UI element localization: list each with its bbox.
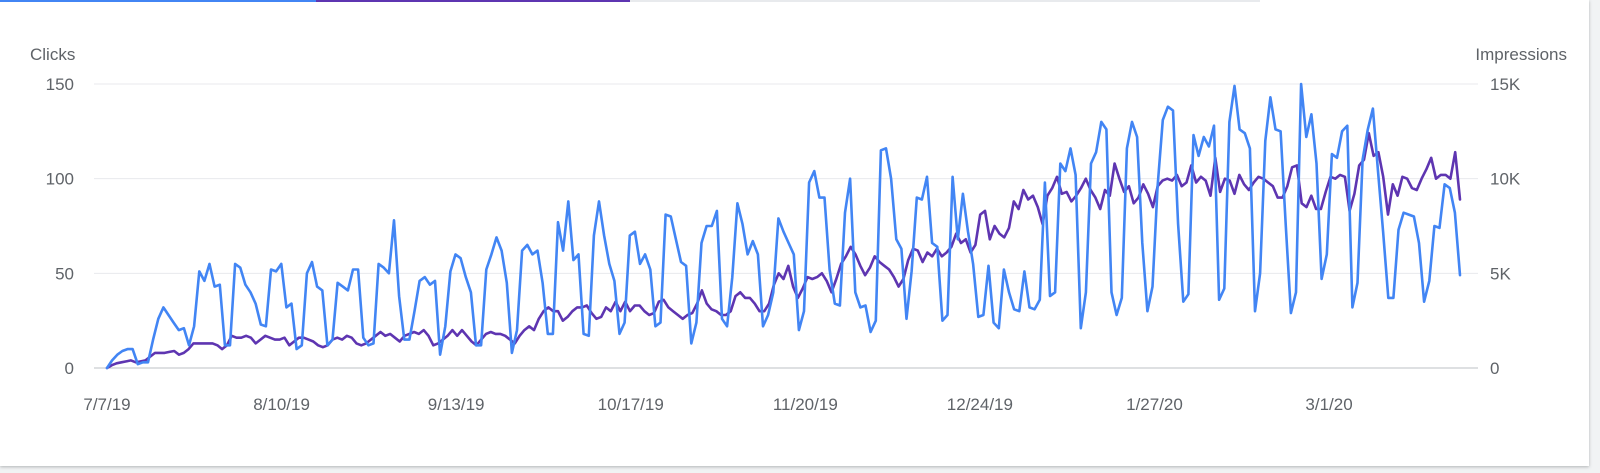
clicks-metric-tab-indicator[interactable] [0, 0, 316, 2]
x-tick-label: 12/24/19 [947, 395, 1013, 414]
left-axis-ticks: 0 50 100 150 [46, 75, 74, 378]
right-tick-label: 10K [1490, 170, 1521, 189]
left-tick-label: 50 [55, 264, 74, 283]
gridlines [94, 83, 1478, 369]
left-tick-label: 100 [46, 170, 74, 189]
x-tick-label: 3/1/20 [1305, 395, 1352, 414]
x-tick-label: 11/20/19 [773, 395, 838, 414]
series-layer [105, 82, 1462, 370]
left-tick-label: 150 [46, 75, 74, 94]
x-tick-label: 8/10/19 [253, 395, 310, 414]
right-tick-label: 15K [1490, 75, 1521, 94]
performance-chart-card: Clicks Impressions 0 50 100 150 0 5K 10K 15K 7… [0, 0, 1589, 466]
x-tick-label: 10/17/19 [598, 395, 664, 414]
line-chart[interactable]: 0 50 100 150 0 5K 10K 15K 7/7/19 8/10/19 9/13/19… [0, 0, 1589, 466]
left-tick-label: 0 [65, 359, 74, 378]
impressions-metric-tab-indicator[interactable] [316, 0, 630, 2]
clicks-series-line[interactable] [105, 82, 1462, 370]
inactive-tabs-indicator [630, 0, 1260, 2]
right-tick-label: 5K [1490, 264, 1511, 283]
left-axis-title: Clicks [30, 45, 76, 64]
x-tick-label: 1/27/20 [1126, 395, 1183, 414]
right-axis-ticks: 0 5K 10K 15K [1490, 75, 1521, 378]
impressions-series-line[interactable] [105, 131, 1462, 370]
x-tick-label: 9/13/19 [428, 395, 485, 414]
x-axis-ticks: 7/7/19 8/10/19 9/13/19 10/17/19 11/20/19 12/2… [83, 395, 1352, 414]
right-tick-label: 0 [1490, 359, 1499, 378]
x-tick-label: 7/7/19 [83, 395, 130, 414]
right-axis-title: Impressions [1475, 45, 1567, 64]
